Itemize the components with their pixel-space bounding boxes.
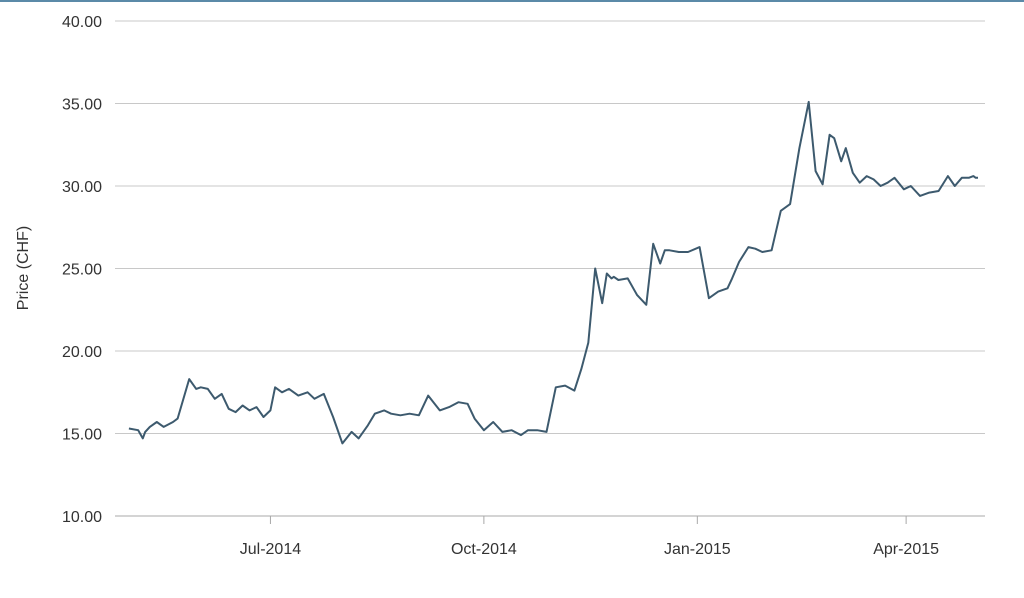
x-tick-label: Oct-2014 — [451, 541, 517, 558]
x-tick-label: Jan-2015 — [664, 541, 731, 558]
y-tick-label: 25.00 — [62, 262, 102, 279]
top-border — [0, 0, 1024, 2]
x-tick-label: Apr-2015 — [873, 541, 939, 558]
y-tick-label: 40.00 — [62, 14, 102, 31]
y-axis-ticks: 10.00 15.00 20.00 25.00 30.00 35.00 40.00 — [62, 14, 102, 526]
y-tick-label: 10.00 — [62, 509, 102, 526]
price-series-line — [128, 100, 978, 445]
y-tick-label: 15.00 — [62, 427, 102, 444]
grid-lines — [115, 20, 985, 434]
x-tick-label: Jul-2014 — [240, 541, 301, 558]
y-tick-label: 35.00 — [62, 97, 102, 114]
y-tick-label: 20.00 — [62, 344, 102, 361]
x-axis-ticks: Jul-2014 Oct-2014 Jan-2015 Apr-2015 — [240, 516, 939, 558]
y-tick-label: 30.00 — [62, 179, 102, 196]
y-axis-title: Price (CHF) — [15, 226, 32, 310]
